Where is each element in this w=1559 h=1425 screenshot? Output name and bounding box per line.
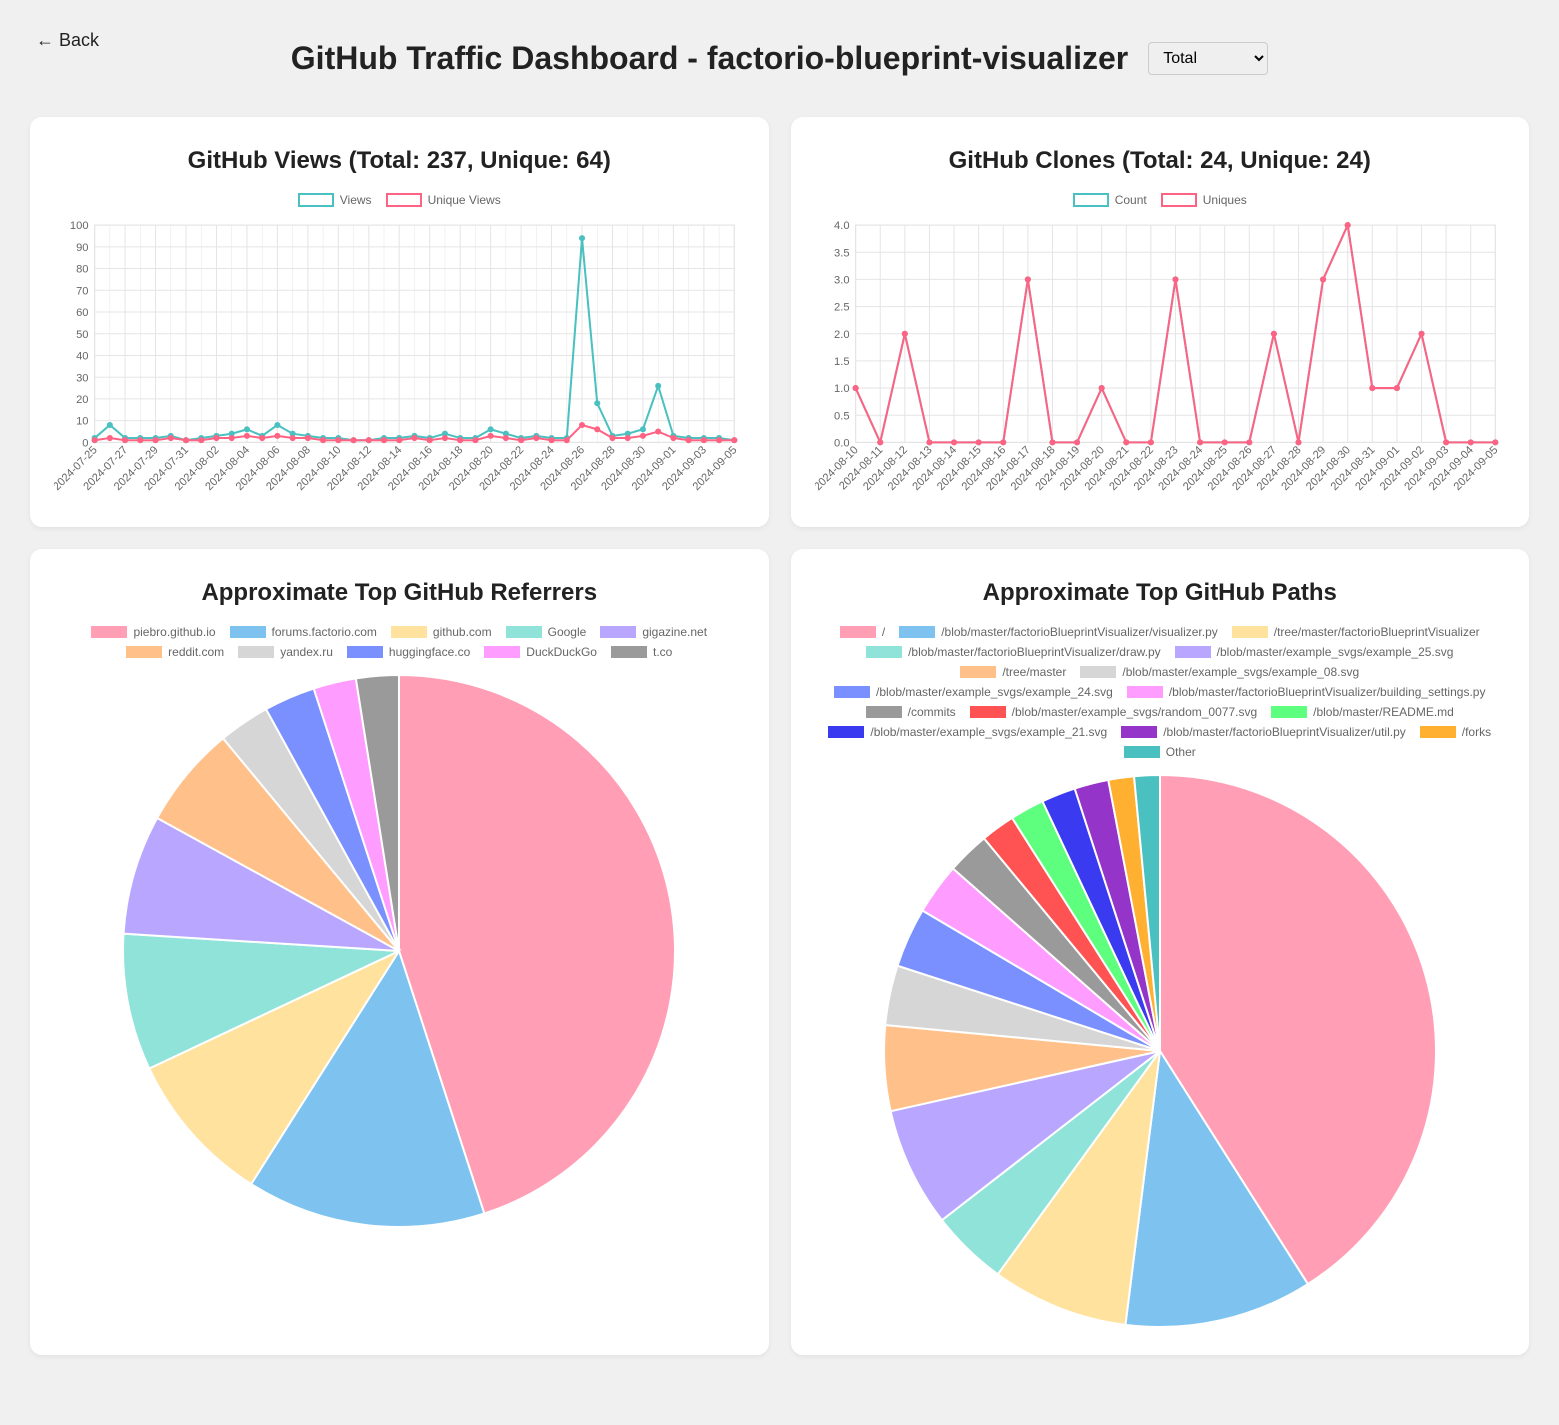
paths-title: Approximate Top GitHub Paths: [815, 579, 1506, 607]
legend-item[interactable]: Views: [298, 193, 372, 207]
legend-item[interactable]: piebro.github.io: [91, 625, 215, 639]
legend-item[interactable]: /tree/master: [960, 665, 1066, 679]
clones-legend: Count Uniques: [815, 193, 1506, 207]
referrers-chart: [119, 671, 679, 1231]
paths-card: Approximate Top GitHub Paths / /blob/mast…: [791, 549, 1530, 1355]
legend-item[interactable]: /blob/master/README.md: [1271, 705, 1454, 719]
views-title: GitHub Views (Total: 237, Unique: 64): [54, 147, 745, 175]
mode-select[interactable]: TotalUnique: [1148, 42, 1268, 75]
dashboard-grid: GitHub Views (Total: 237, Unique: 64) Vi…: [30, 117, 1529, 1355]
legend-item[interactable]: /tree/master/factorioBlueprintVisualizer: [1232, 625, 1480, 639]
svg-text:70: 70: [76, 285, 88, 297]
legend-item[interactable]: /blob/master/factorioBlueprintVisualizer…: [899, 625, 1218, 639]
svg-text:3.0: 3.0: [834, 274, 850, 286]
svg-text:80: 80: [76, 264, 88, 276]
legend-item[interactable]: yandex.ru: [238, 645, 333, 659]
views-card: GitHub Views (Total: 237, Unique: 64) Vi…: [30, 117, 769, 527]
legend-item[interactable]: t.co: [611, 645, 672, 659]
legend-item[interactable]: /forks: [1420, 725, 1491, 739]
paths-legend: / /blob/master/factorioBlueprintVisualize…: [815, 625, 1506, 759]
legend-item[interactable]: Google: [506, 625, 587, 639]
legend-item[interactable]: /commits: [866, 705, 956, 719]
svg-text:50: 50: [76, 329, 88, 341]
svg-text:20: 20: [76, 394, 88, 406]
legend-item[interactable]: github.com: [391, 625, 492, 639]
legend-item[interactable]: /blob/master/example_svgs/example_25.svg: [1175, 645, 1454, 659]
legend-item[interactable]: /blob/master/factorioBlueprintVisualizer…: [1121, 725, 1406, 739]
views-chart: 01020304050607080901002024-07-252024-07-…: [54, 219, 745, 503]
svg-text:60: 60: [76, 307, 88, 319]
legend-item[interactable]: DuckDuckGo: [484, 645, 597, 659]
legend-item[interactable]: /: [840, 625, 885, 639]
paths-chart: [880, 771, 1440, 1331]
svg-text:30: 30: [76, 372, 88, 384]
svg-text:4.0: 4.0: [834, 220, 850, 232]
clones-chart: 0.00.51.01.52.02.53.03.54.02024-08-10202…: [815, 219, 1506, 503]
svg-text:2.5: 2.5: [834, 302, 850, 314]
svg-text:40: 40: [76, 351, 88, 363]
views-legend: Views Unique Views: [54, 193, 745, 207]
legend-item[interactable]: Unique Views: [386, 193, 501, 207]
back-link[interactable]: ← Back: [36, 30, 99, 51]
svg-text:2.0: 2.0: [834, 329, 850, 341]
page-title: GitHub Traffic Dashboard - factorio-blue…: [291, 40, 1128, 77]
header: GitHub Traffic Dashboard - factorio-blue…: [30, 40, 1529, 77]
referrers-card: Approximate Top GitHub Referrers piebro.…: [30, 549, 769, 1355]
clones-card: GitHub Clones (Total: 24, Unique: 24) Co…: [791, 117, 1530, 527]
legend-item[interactable]: forums.factorio.com: [230, 625, 377, 639]
legend-item[interactable]: Other: [1124, 745, 1196, 759]
legend-item[interactable]: /blob/master/example_svgs/example_08.svg: [1080, 665, 1359, 679]
referrers-legend: piebro.github.io forums.factorio.com githu…: [54, 625, 745, 659]
legend-item[interactable]: /blob/master/factorioBlueprintVisualizer…: [866, 645, 1161, 659]
legend-item[interactable]: /blob/master/example_svgs/example_24.svg: [834, 685, 1113, 699]
legend-item[interactable]: gigazine.net: [600, 625, 707, 639]
legend-item[interactable]: /blob/master/factorioBlueprintVisualizer…: [1127, 685, 1486, 699]
legend-item[interactable]: huggingface.co: [347, 645, 470, 659]
referrers-title: Approximate Top GitHub Referrers: [54, 579, 745, 607]
legend-item[interactable]: Uniques: [1161, 193, 1247, 207]
legend-item[interactable]: reddit.com: [126, 645, 224, 659]
svg-text:0.5: 0.5: [834, 410, 850, 422]
svg-text:90: 90: [76, 242, 88, 254]
svg-text:1.5: 1.5: [834, 356, 850, 368]
svg-text:3.5: 3.5: [834, 247, 850, 259]
clones-title: GitHub Clones (Total: 24, Unique: 24): [815, 147, 1506, 175]
legend-item[interactable]: Count: [1073, 193, 1147, 207]
svg-text:1.0: 1.0: [834, 383, 850, 395]
legend-item[interactable]: /blob/master/example_svgs/example_21.svg: [828, 725, 1107, 739]
legend-item[interactable]: /blob/master/example_svgs/random_0077.sv…: [970, 705, 1257, 719]
svg-text:10: 10: [76, 416, 88, 428]
svg-text:100: 100: [70, 220, 89, 232]
svg-text:0.0: 0.0: [834, 437, 850, 449]
